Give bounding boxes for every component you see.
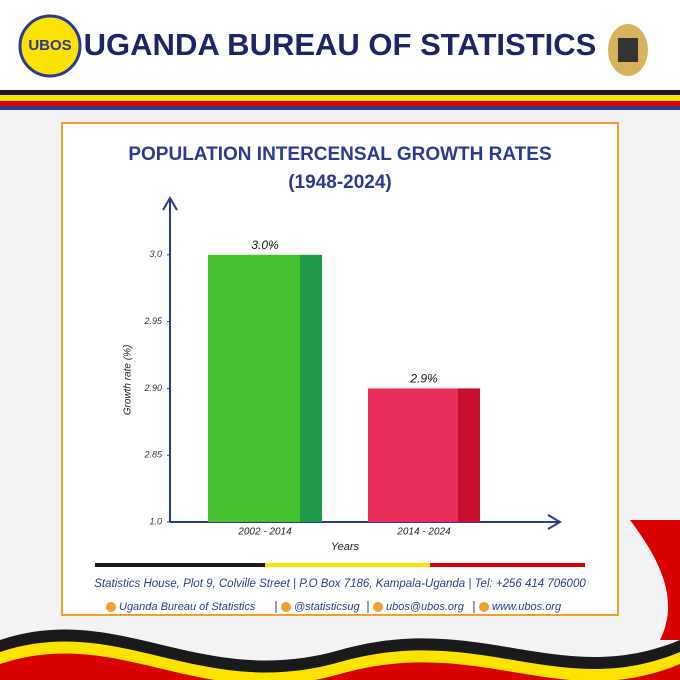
contact-icon — [373, 602, 383, 612]
chart-title: POPULATION INTERCENSAL GROWTH RATES — [128, 144, 551, 165]
footer-contact: Uganda Bureau of Statistics — [119, 601, 256, 613]
y-tick-label: 2.90 — [143, 383, 162, 393]
value-label: 2.9% — [409, 372, 438, 386]
ribbon — [0, 520, 680, 680]
contact-icon — [106, 602, 116, 612]
footer-contact: @statisticsug — [294, 601, 360, 613]
footer-contact: ubos@ubos.org — [386, 601, 465, 613]
bar-side — [458, 388, 480, 522]
y-tick-label: 1.0 — [149, 516, 162, 526]
bar-side — [300, 254, 322, 523]
y-tick-label: 2.85 — [143, 450, 163, 460]
bar — [368, 388, 458, 522]
header-title: UGANDA BUREAU OF STATISTICS — [84, 27, 597, 62]
header-bg — [0, 0, 680, 90]
footer-separators — [275, 601, 475, 613]
flag-stripes — [0, 90, 680, 110]
footer-address: Statistics House, Plot 9, Colville Stree… — [94, 578, 586, 590]
logo-text: UBOS — [28, 37, 71, 54]
footer-rule — [95, 563, 585, 567]
x-tick-label: 2014 - 2024 — [396, 527, 451, 538]
y-tick-label: 2.95 — [143, 316, 163, 326]
footer-contact: www.ubos.org — [492, 601, 562, 613]
logo — [18, 14, 82, 78]
value-label: 3.0% — [251, 238, 279, 252]
x-axis-label: Years — [331, 541, 360, 553]
contact-icon — [479, 602, 489, 612]
y-axis-label: Growth rate (%) — [123, 345, 134, 416]
card — [61, 122, 619, 616]
x-tick-label: 2002 - 2014 — [237, 527, 292, 538]
y-tick-label: 3.0 — [149, 249, 162, 259]
contact-icon — [281, 602, 291, 612]
coat-of-arms — [608, 24, 648, 76]
chart-subtitle: (1948-2024) — [288, 172, 392, 193]
bar — [208, 254, 300, 523]
